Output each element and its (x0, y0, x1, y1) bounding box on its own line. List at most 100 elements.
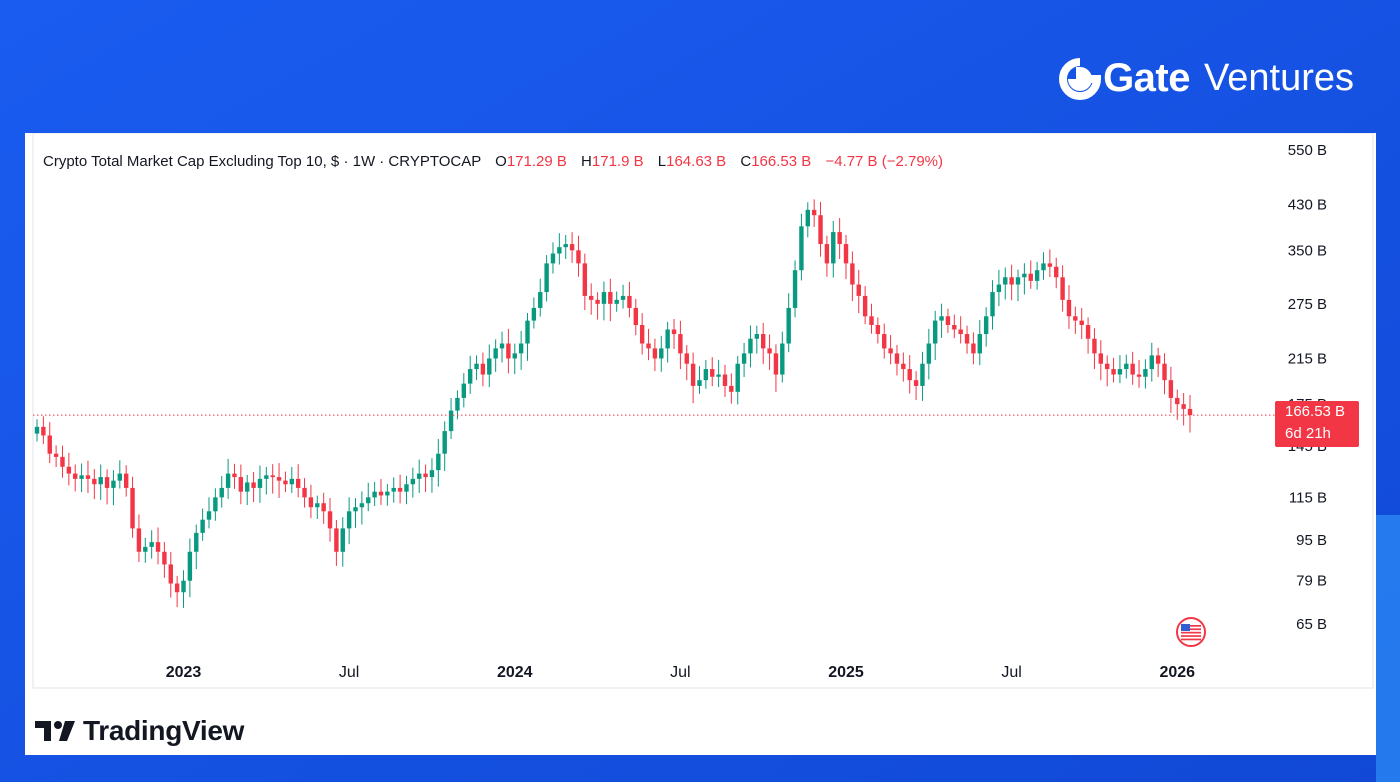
candle-body (359, 503, 365, 508)
candle-body (321, 503, 326, 512)
candle-body (913, 380, 919, 386)
candle-body (410, 478, 416, 485)
candle-body (130, 487, 135, 529)
candle-body (518, 343, 524, 354)
candle-body (901, 363, 906, 370)
candle-body (295, 478, 301, 488)
candle-body (41, 426, 46, 436)
candle-body (710, 369, 715, 377)
candle-body (327, 511, 333, 529)
candle-body (811, 209, 817, 216)
candle-body (1136, 374, 1142, 377)
candle-body (639, 325, 645, 344)
y-tick-label: 350 B (1288, 242, 1327, 259)
candle-body (799, 226, 804, 271)
candle-body (385, 491, 390, 496)
candle-body (1162, 363, 1167, 381)
candle-body (1175, 397, 1180, 405)
candle-body (601, 292, 607, 304)
y-tick-label: 115 B (1289, 489, 1327, 506)
candle-body (684, 353, 689, 364)
candle-body (245, 482, 250, 492)
candle-body (716, 374, 721, 377)
candle-body (276, 477, 282, 481)
last-price-value: 166.53 B (1285, 403, 1346, 421)
candle-body (971, 343, 976, 354)
candle-body (461, 383, 467, 398)
legend-open-label: O (495, 153, 507, 170)
candle-body (958, 329, 963, 335)
candle-body (614, 299, 619, 304)
x-tick-label: Jul (670, 664, 690, 681)
candle-body (1022, 273, 1027, 278)
candle-body (735, 363, 740, 392)
candle-body (448, 410, 454, 432)
legend-open: 171.29 B (506, 153, 567, 170)
candle-body (818, 215, 823, 245)
candle-body (397, 487, 403, 492)
candle-body (1060, 277, 1065, 300)
x-tick-label: Jul (1001, 664, 1021, 681)
candle-body (1098, 353, 1104, 364)
candle-body (1117, 369, 1123, 375)
candle-body (436, 453, 441, 471)
candle-body (60, 456, 65, 467)
us-flag-stripe (1181, 635, 1201, 637)
candle-body (123, 473, 129, 488)
candle-body (1092, 338, 1097, 354)
tradingview-icon (35, 721, 75, 741)
candle-body (620, 295, 626, 300)
candle-body (983, 316, 989, 335)
candle-body (225, 473, 231, 488)
candle-body (678, 334, 683, 354)
candle-body (308, 497, 314, 508)
candle-body (353, 507, 358, 512)
candle-body (232, 473, 237, 478)
candle-body (932, 320, 938, 344)
candle-body (888, 348, 893, 354)
candle-body (557, 247, 562, 254)
candle-body (372, 491, 377, 498)
candle-body (53, 453, 59, 457)
candle-body (665, 329, 670, 349)
candle-body (582, 263, 588, 296)
candle-body (480, 363, 486, 375)
us-flag-canton (1181, 624, 1190, 631)
candle-body (964, 334, 970, 344)
x-tick-label: 2024 (497, 664, 533, 681)
candle-body (378, 491, 384, 496)
candle-body (837, 232, 842, 245)
gate-ventures-logo: Gate Ventures (1059, 56, 1354, 101)
candle-body (1003, 277, 1008, 285)
candle-body (538, 292, 543, 308)
y-tick-label: 430 B (1288, 197, 1327, 214)
candle-body (926, 343, 932, 364)
candle-body (111, 480, 116, 488)
candle-body (270, 475, 275, 478)
candle-body (671, 329, 677, 335)
candle-body (633, 307, 638, 326)
candle-body (429, 470, 435, 478)
candle-body (1181, 404, 1186, 409)
candle-body (1054, 266, 1059, 278)
candle-body (73, 473, 78, 479)
candle-body (219, 487, 224, 498)
candle-body (646, 343, 651, 349)
candle-body (576, 250, 581, 264)
candle-body (659, 348, 664, 359)
candle-body (875, 325, 881, 335)
candle-body (340, 528, 345, 552)
candle-body (174, 583, 180, 593)
legend-change: −4.77 B (−2.79%) (825, 153, 944, 170)
candle-body (289, 478, 295, 485)
candle-body (563, 244, 568, 248)
candle-body (1104, 363, 1110, 370)
logo-sub-text: Ventures (1204, 57, 1354, 99)
y-tick-label: 65 B (1296, 616, 1327, 633)
candle-body (760, 334, 766, 349)
candle-body (1155, 355, 1161, 364)
candle-body (525, 320, 530, 344)
candle-body (882, 334, 887, 349)
candle-body (977, 334, 982, 354)
